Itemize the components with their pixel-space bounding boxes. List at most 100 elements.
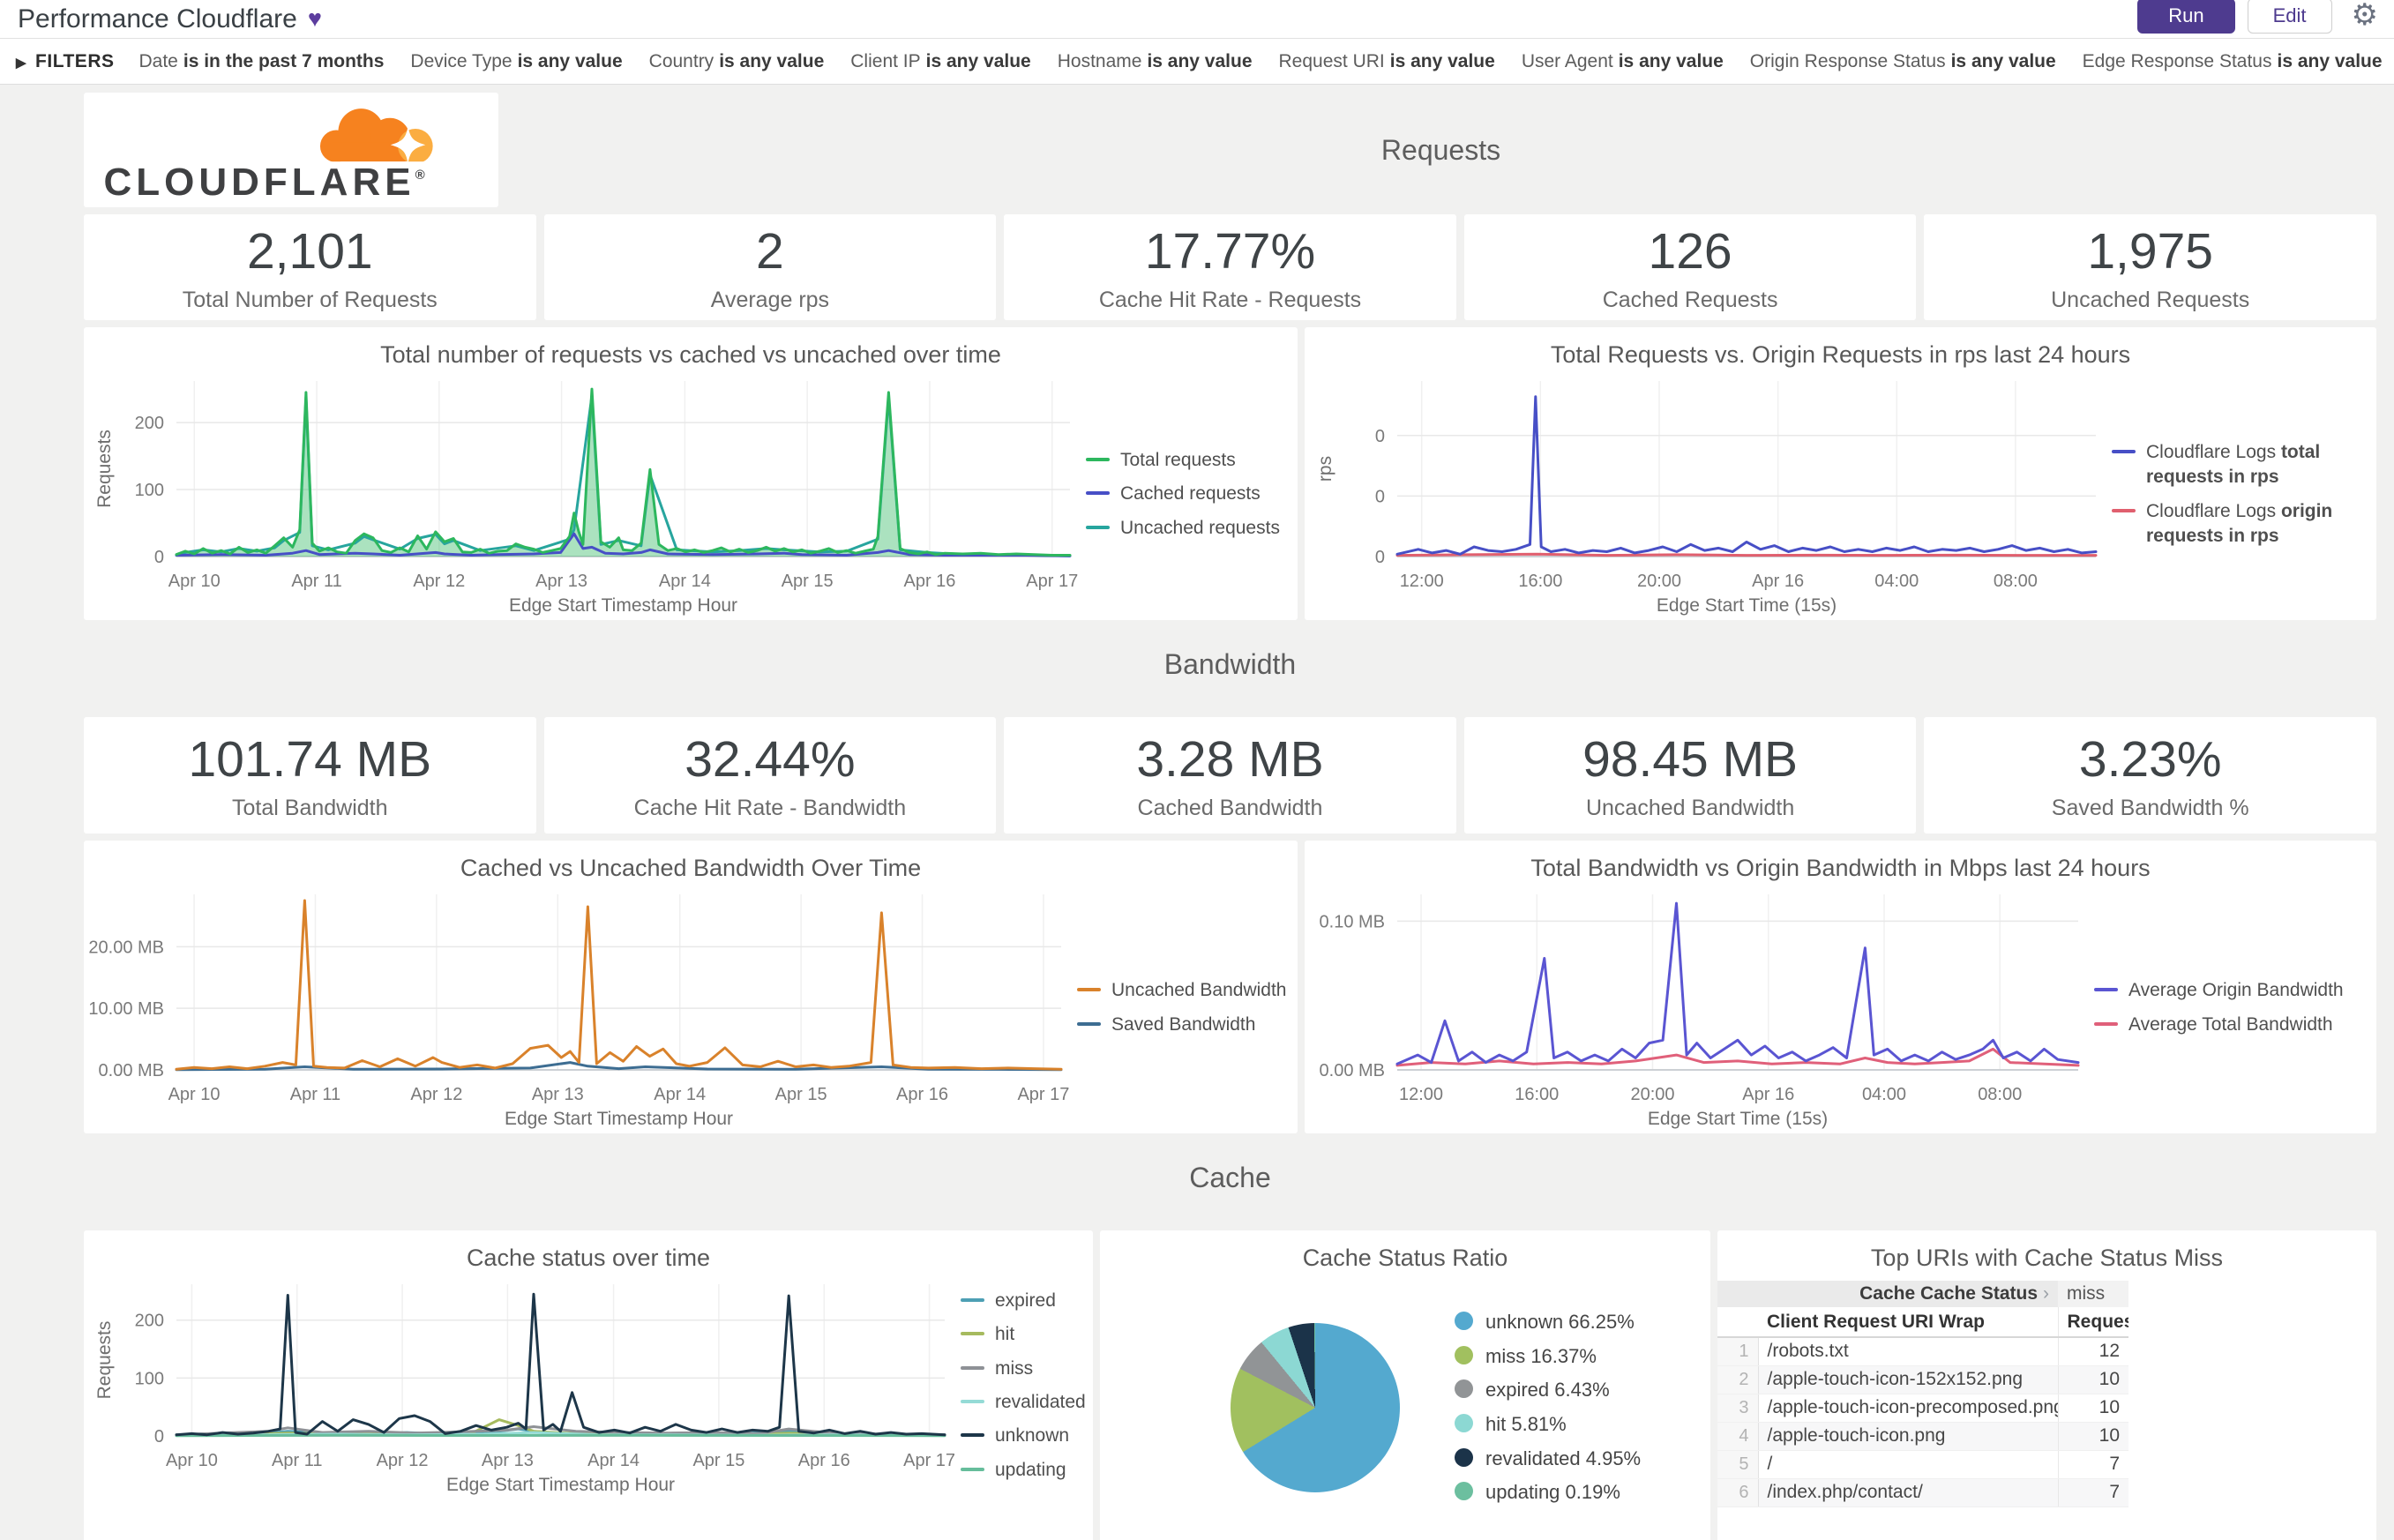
kpi-value: 1,975 (2087, 222, 2213, 280)
page-title: Performance Cloudflare (18, 4, 297, 34)
legend-item[interactable]: miss 16.37% (1455, 1343, 1641, 1370)
section-cache-band: Cache (84, 1144, 2376, 1211)
legend-label: Cached requests (1120, 483, 1261, 505)
requests-cell[interactable]: 10 (2057, 1422, 2129, 1451)
legend-label: unknown (995, 1425, 1070, 1447)
legend-swatch (961, 1467, 984, 1471)
filter-country[interactable]: Country is any value (648, 50, 825, 71)
svg-text:Apr 14: Apr 14 (587, 1451, 640, 1470)
uri-cell[interactable]: /robots.txt (1758, 1337, 2059, 1366)
svg-text:0: 0 (154, 1427, 164, 1447)
chart-body: 12:00 16:00 20:00 Apr 16 04:00 08:00 0.00 MB 0.… (1305, 882, 2376, 1133)
requests-cell[interactable]: 10 (2057, 1394, 2129, 1423)
table-row[interactable]: 6/index.php/contact/7 (1717, 1478, 2129, 1507)
svg-text:Edge Start Timestamp Hour: Edge Start Timestamp Hour (509, 595, 737, 616)
filter-hostname[interactable]: Hostname is any value (1057, 50, 1253, 71)
legend-item[interactable]: updating (961, 1458, 1084, 1483)
kpi-grid-requests: 2,101 Total Number of Requests 2 Average rp… (84, 214, 2376, 320)
legend-item[interactable]: Cloudflare Logs total requests in rps (2112, 440, 2368, 490)
bandwidth-over-time-plot: Apr 10 Apr 11 Apr 12 Apr 13 Apr 14 Apr 15 Apr … (84, 882, 1077, 1133)
legend-item[interactable]: Saved Bandwidth (1077, 1013, 1289, 1037)
chart-title: Cache Status Ratio (1302, 1245, 1508, 1271)
table-row[interactable]: 4/apple-touch-icon.png 10 (1717, 1422, 2129, 1451)
kpi-card: 17.77% Cache Hit Rate - Requests (1004, 214, 1456, 320)
legend-swatch (1455, 1447, 1473, 1467)
column-header-requests[interactable]: Requests∨ (2057, 1307, 2129, 1338)
filter-date[interactable]: Date is in the past 7 months (138, 50, 385, 71)
svg-text:Apr 16: Apr 16 (903, 572, 955, 591)
legend-item[interactable]: unknown 66.25% (1455, 1309, 1641, 1335)
legend-item[interactable]: Cached requests (1086, 482, 1289, 506)
cache-status-plot: Apr 10 Apr 11 Apr 12 Apr 13 Apr 14 Apr 15 Apr … (84, 1272, 961, 1499)
legend-item[interactable]: updating 0.19% (1455, 1479, 1641, 1506)
kpi-label: Saved Bandwidth % (2051, 795, 2249, 820)
legend-label: miss (995, 1357, 1034, 1379)
legend-item[interactable]: expired (961, 1289, 1084, 1313)
kpi-label: Cached Requests (1602, 287, 1778, 312)
requests-cell[interactable]: 7 (2057, 1450, 2129, 1479)
table-row[interactable]: 3/apple-touch-icon-precomposed.png 10 (1717, 1394, 2129, 1423)
legend-item[interactable]: unknown (961, 1424, 1084, 1448)
svg-text:Edge Start Time (15s): Edge Start Time (15s) (1657, 595, 1837, 616)
legend-item[interactable]: Average Origin Bandwidth (2094, 978, 2368, 1003)
kpi-label: Uncached Requests (2051, 287, 2250, 312)
filter-device-type[interactable]: Device Type is any value (410, 50, 623, 71)
svg-text:Apr 11: Apr 11 (290, 1085, 340, 1104)
svg-text:Apr 10: Apr 10 (166, 1451, 218, 1470)
chart-card-cache-ratio: Cache Status Ratio unknown 66.25% miss 16… (1100, 1230, 1710, 1540)
row-number: 4 (1717, 1422, 1759, 1451)
legend-item[interactable]: Average Total Bandwidth (2094, 1013, 2368, 1037)
table-row[interactable]: 1/robots.txt 12 (1717, 1337, 2129, 1366)
filter-client-ip[interactable]: Client IP is any value (850, 50, 1031, 71)
uri-cell[interactable]: / (1758, 1450, 2059, 1479)
uri-cell[interactable]: /apple-touch-icon-precomposed.png (1758, 1394, 2059, 1423)
cloudflare-wordmark: CLOUDFLARE® (103, 161, 425, 204)
svg-text:100: 100 (135, 1369, 164, 1388)
kpi-label: Average rps (710, 287, 830, 312)
uri-cell[interactable]: /apple-touch-icon-152x152.png (1758, 1365, 2059, 1394)
kpi-card: 98.45 MB Uncached Bandwidth (1463, 717, 1917, 834)
cloudflare-logo: CLOUDFLARE® (104, 98, 479, 202)
legend-swatch (961, 1297, 984, 1302)
filter-origin-response-status[interactable]: Origin Response Status is any value (1749, 50, 2056, 71)
legend-item[interactable]: hit 5.81% (1455, 1411, 1641, 1438)
filter-request-uri[interactable]: Request URI is any value (1278, 50, 1495, 71)
legend-item[interactable]: Uncached requests (1086, 516, 1289, 541)
svg-text:200: 200 (135, 414, 164, 433)
legend-item[interactable]: revalidated 4.95% (1455, 1446, 1641, 1472)
requests-cell[interactable]: 10 (2057, 1365, 2129, 1394)
svg-text:04:00: 04:00 (1862, 1085, 1906, 1104)
legend-item[interactable]: miss (961, 1357, 1084, 1381)
requests-cell[interactable]: 7 (2057, 1478, 2129, 1507)
legend-item[interactable]: expired 6.43% (1455, 1377, 1641, 1403)
uri-cell[interactable]: /apple-touch-icon.png (1758, 1422, 2059, 1451)
legend-item[interactable]: Uncached Bandwidth (1077, 978, 1289, 1003)
column-header-uri[interactable]: Client Request URI Wrap (1758, 1307, 2059, 1338)
legend-item[interactable]: revalidated (961, 1390, 1086, 1415)
cache-ratio-legend: unknown 66.25% miss 16.37% expired 6.43% hi… (1455, 1309, 1641, 1506)
svg-text:20.00 MB: 20.00 MB (88, 938, 164, 957)
svg-text:Apr 17: Apr 17 (903, 1451, 955, 1470)
chart-title: Cached vs Uncached Bandwidth Over Time (460, 855, 922, 881)
filters-toggle[interactable]: ▶ FILTERS (16, 50, 115, 71)
table-row[interactable]: 5/7 (1717, 1450, 2129, 1479)
legend-item[interactable]: Total requests (1086, 448, 1289, 473)
filter-edge-response-status[interactable]: Edge Response Status is any value (2082, 50, 2383, 71)
filter-user-agent[interactable]: User Agent is any value (1521, 50, 1724, 71)
edit-button[interactable]: Edit (2247, 0, 2332, 34)
pivot-field-label[interactable]: Cache Cache Status › (1717, 1281, 2059, 1307)
legend-item[interactable]: hit (961, 1322, 1084, 1347)
svg-text:Apr 12: Apr 12 (413, 572, 465, 591)
legend-swatch (2094, 1021, 2118, 1026)
legend-item[interactable]: Cloudflare Logs origin requests in rps (2112, 499, 2368, 549)
run-button[interactable]: Run (2137, 0, 2235, 34)
svg-text:Apr 14: Apr 14 (659, 572, 711, 591)
kpi-card: 3.23% Saved Bandwidth % (1924, 717, 2376, 834)
table-row[interactable]: 2/apple-touch-icon-152x152.png 10 (1717, 1365, 2129, 1394)
registered-mark: ® (415, 168, 425, 183)
uri-cell[interactable]: /index.php/contact/ (1758, 1478, 2059, 1507)
settings-gear-icon[interactable]: ⚙ (2351, 0, 2378, 32)
svg-text:0: 0 (1375, 548, 1385, 567)
legend-label: Uncached requests (1120, 517, 1280, 538)
requests-cell[interactable]: 12 (2057, 1337, 2129, 1366)
